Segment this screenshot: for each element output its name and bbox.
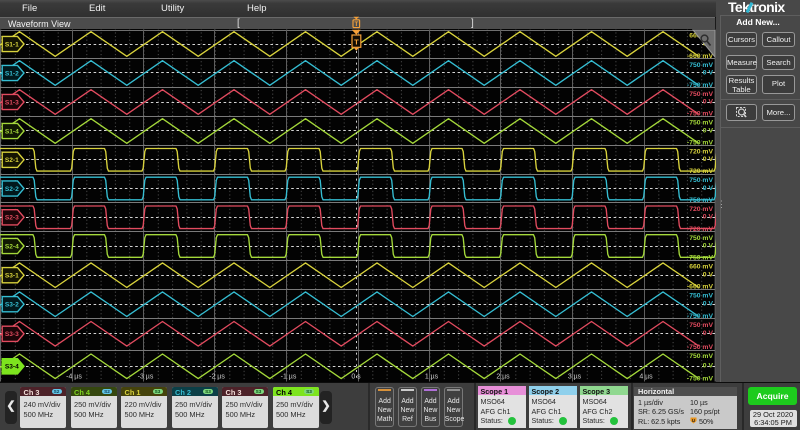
svg-text:750 mV: 750 mV bbox=[689, 322, 713, 329]
svg-text:-750 mV: -750 mV bbox=[687, 313, 714, 320]
svg-text:0 V: 0 V bbox=[703, 363, 714, 370]
svg-text:S2-4: S2-4 bbox=[5, 243, 19, 250]
svg-text:-750 mV: -750 mV bbox=[687, 111, 714, 118]
svg-text:S3-4: S3-4 bbox=[5, 364, 19, 371]
svg-text:S3-2: S3-2 bbox=[5, 302, 19, 309]
svg-text:660 mV: 660 mV bbox=[689, 264, 713, 271]
svg-text:U: U bbox=[692, 418, 695, 423]
svg-text:2 µs: 2 µs bbox=[496, 374, 510, 381]
svg-text:-750 mV: -750 mV bbox=[687, 255, 714, 262]
svg-text:0 V: 0 V bbox=[703, 214, 714, 221]
svg-text:0 V: 0 V bbox=[703, 272, 714, 279]
svg-text:-1 µs: -1 µs bbox=[281, 374, 297, 381]
svg-text:0 V: 0 V bbox=[703, 330, 714, 337]
svg-text:0 V: 0 V bbox=[703, 156, 714, 163]
svg-text:0 V: 0 V bbox=[703, 185, 714, 192]
svg-text:S3-1: S3-1 bbox=[5, 273, 19, 280]
svg-text:0 V: 0 V bbox=[703, 301, 714, 308]
svg-text:S1-4: S1-4 bbox=[5, 128, 19, 135]
svg-text:-4 µs: -4 µs bbox=[66, 374, 82, 381]
svg-text:3 µs: 3 µs bbox=[568, 374, 582, 381]
svg-text:750 mV: 750 mV bbox=[689, 235, 713, 242]
svg-text:1 µs: 1 µs bbox=[425, 374, 439, 381]
svg-text:T: T bbox=[354, 21, 358, 28]
svg-text:T: T bbox=[354, 38, 359, 47]
svg-text:S1-3: S1-3 bbox=[5, 99, 19, 106]
svg-text:720 mV: 720 mV bbox=[689, 206, 713, 213]
svg-text:720 mV: 720 mV bbox=[689, 148, 713, 155]
svg-text:750 mV: 750 mV bbox=[689, 293, 713, 300]
svg-text:S3-3: S3-3 bbox=[5, 331, 19, 338]
svg-text:750 mV: 750 mV bbox=[689, 91, 713, 98]
svg-text:750 mV: 750 mV bbox=[689, 177, 713, 184]
svg-text:0 V: 0 V bbox=[703, 242, 714, 249]
svg-text:S2-3: S2-3 bbox=[5, 215, 19, 222]
svg-text:-750 mV: -750 mV bbox=[687, 82, 714, 89]
svg-text:0 s: 0 s bbox=[351, 374, 361, 381]
svg-text:S1-2: S1-2 bbox=[5, 70, 19, 77]
svg-text:-750 mV: -750 mV bbox=[687, 344, 714, 351]
svg-text:-750 mV: -750 mV bbox=[687, 139, 714, 146]
svg-text:-660 mV: -660 mV bbox=[687, 53, 714, 60]
svg-text:750 mV: 750 mV bbox=[689, 353, 713, 360]
svg-text:0 V: 0 V bbox=[703, 69, 714, 76]
svg-text:750 mV: 750 mV bbox=[689, 120, 713, 127]
svg-text:-3 µs: -3 µs bbox=[138, 374, 154, 381]
svg-text:-660 mV: -660 mV bbox=[687, 284, 714, 291]
svg-text:-720 mV: -720 mV bbox=[687, 168, 714, 175]
svg-text:S2-2: S2-2 bbox=[5, 186, 19, 193]
svg-text:-750 mV: -750 mV bbox=[687, 376, 714, 382]
svg-text:750 mV: 750 mV bbox=[689, 62, 713, 69]
svg-text:-720 mV: -720 mV bbox=[687, 226, 714, 233]
svg-text:S1-1: S1-1 bbox=[5, 41, 19, 48]
svg-text:0 V: 0 V bbox=[703, 98, 714, 105]
svg-text:0 V: 0 V bbox=[703, 127, 714, 134]
svg-text:-2 µs: -2 µs bbox=[209, 374, 225, 381]
svg-text:4 µs: 4 µs bbox=[639, 374, 653, 381]
svg-text:-750 mV: -750 mV bbox=[687, 197, 714, 204]
svg-text:S2-1: S2-1 bbox=[5, 157, 19, 164]
